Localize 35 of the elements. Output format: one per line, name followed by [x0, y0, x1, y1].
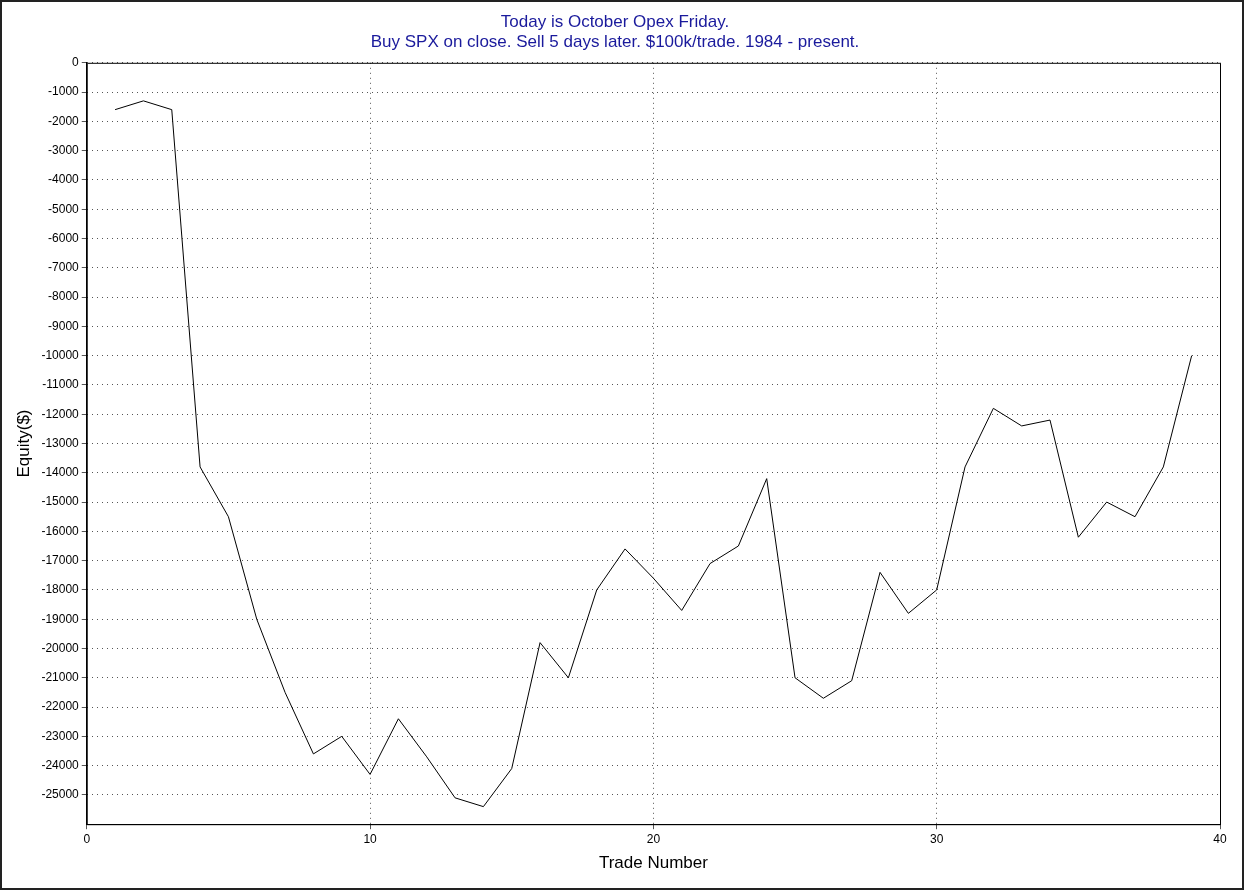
y-tick-label: -11000	[42, 377, 80, 392]
y-tick-label: -21000	[41, 670, 80, 685]
y-tick-label: -17000	[41, 552, 80, 567]
y-tick-label: -24000	[41, 757, 80, 772]
x-axis-title: Trade Number	[598, 853, 709, 873]
y-tick-label: -9000	[48, 318, 80, 333]
y-tick-label: -25000	[41, 787, 80, 802]
y-tick-label: -6000	[48, 230, 80, 245]
y-tick-label: -13000	[41, 435, 80, 450]
y-tick-label: -1000	[48, 84, 80, 99]
y-tick-label: -23000	[41, 728, 80, 743]
chart-title: Today is October Opex Friday.	[500, 11, 730, 31]
y-tick-label: -19000	[41, 611, 80, 626]
y-tick-label: 0	[72, 55, 80, 70]
y-tick-label: -7000	[48, 260, 80, 275]
y-tick-label: -14000	[41, 465, 80, 480]
y-tick-label: -10000	[41, 347, 80, 362]
y-tick-label: -3000	[48, 142, 80, 157]
x-tick-label: 0	[83, 831, 91, 846]
y-tick-label: -2000	[48, 113, 80, 128]
x-tick-label: 20	[646, 831, 661, 846]
y-tick-label: -15000	[41, 494, 80, 509]
y-tick-label: -20000	[41, 640, 80, 655]
y-tick-label: -16000	[41, 523, 80, 538]
x-tick-label: 30	[930, 831, 944, 846]
x-tick-label: 10	[363, 831, 378, 846]
chart-subtitle: Buy SPX on close. Sell 5 days later. $100k/trade. 1984 - present.	[370, 32, 860, 52]
y-tick-label: -5000	[48, 201, 80, 216]
y-tick-label: -12000	[41, 406, 80, 421]
y-tick-label: -8000	[48, 289, 80, 304]
y-tick-label: -4000	[48, 172, 80, 187]
x-tick-label: 40	[1213, 831, 1227, 846]
y-tick-label: -18000	[41, 582, 80, 597]
y-tick-label: -22000	[41, 699, 80, 714]
y-axis-title: Equity($)	[13, 409, 33, 478]
